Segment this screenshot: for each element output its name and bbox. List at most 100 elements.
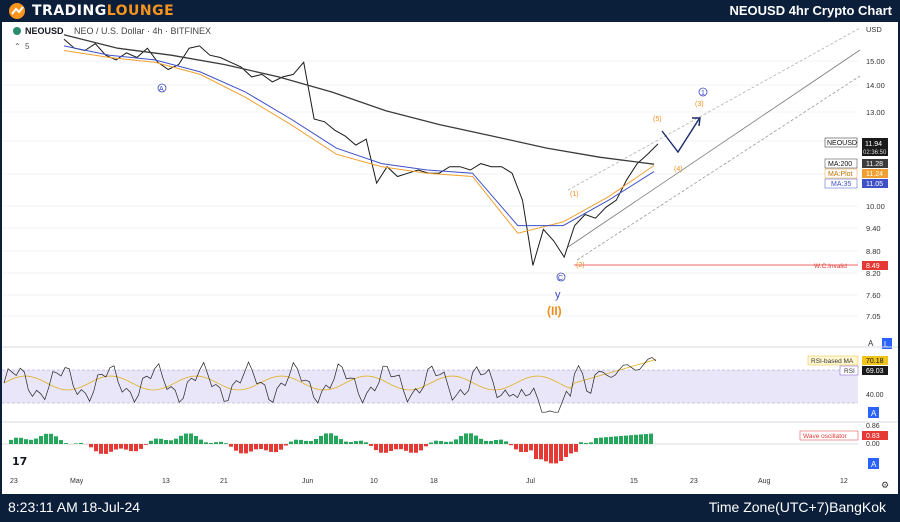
oscillator-bar [119,444,123,449]
chart-legend: NEOUSD NEO / U.S. Dollar · 4h · BITFINEX… [13,26,211,51]
oscillator-bar [609,436,613,444]
oscillator-bar [529,444,533,451]
oscillator-bar [319,435,323,444]
price-gridlines [2,60,858,317]
oscillator-bar [324,433,328,444]
osc-label: Wave oscillator [803,433,848,440]
oscillator-bar [619,436,623,444]
rsi-line [3,357,657,413]
oscillator-bar [424,444,428,447]
y-tick: 14.00 [866,81,885,90]
oscillator-bar [259,444,263,449]
oscillator-bar [179,435,183,444]
wave-5-label: (5) [653,116,662,123]
top-bar: TRADINGLOUNGE NEOUSD 4hr Crypto Chart [0,0,900,22]
x-tick: Aug [758,478,771,485]
oscillator-bar [184,433,188,444]
oscillator-bar [164,440,168,444]
y-tick: 7.60 [866,291,881,300]
oscillator-bar [174,438,178,444]
scale-auto-button[interactable]: A [868,339,874,348]
oscillator-bar [234,444,238,451]
oscillator-bar [224,443,228,444]
oscillator-bar [474,435,478,444]
series-line-neousd [63,38,659,266]
chart-canvas[interactable]: USD 15.00 14.00 13.00 10.00 9.40 8.80 8.… [2,22,898,494]
oscillator-bar [414,444,418,453]
oscillator-bar [434,440,438,444]
x-tick: 12 [840,478,848,485]
badge-last: 11.94 [865,141,882,148]
brand-logo: TRADINGLOUNGE [8,1,174,21]
page-title: NEOUSD 4hr Crypto Chart [729,3,892,18]
oscillator-bar [589,442,593,444]
oscillator-bar [189,433,193,444]
oscillator-bar [194,436,198,444]
chart-area[interactable]: USD 15.00 14.00 13.00 10.00 9.40 8.80 8.… [2,22,898,494]
x-tick: 10 [370,478,378,485]
bottom-bar: 8:23:11 AM 18-Jul-24 Time Zone(UTC+7)Ban… [0,494,900,522]
rsi-series-layer [3,357,657,413]
oscillator-bar [394,444,398,450]
legend-indicator-count[interactable]: 5 [25,42,30,51]
oscillator-bar [354,441,358,444]
x-tick: 13 [162,478,170,485]
oscillator-bar [254,444,258,450]
oscillator-bar [169,440,173,444]
oscillator-bar [439,441,443,444]
oscillator-bar [274,444,278,453]
oscillator-bar [39,436,43,444]
oscillator-bar [19,437,23,444]
y-tick: 7.05 [866,312,881,321]
oscillator-bar [634,434,638,444]
oscillator-bar [359,440,363,444]
legend-collapse-icon[interactable]: ⌃ [14,42,21,51]
oscillator-bar [44,433,48,444]
oscillator-bar [264,444,268,451]
rsi-band [2,370,858,403]
oscillator-bar [499,439,503,444]
oscillator-bar [599,437,603,444]
settings-gear-icon[interactable]: ⚙ [881,481,889,491]
oscillator-bar [584,443,588,444]
timezone-label: Time Zone(UTC+7)BangKok [708,499,886,515]
invalidation-label: W.C.Invalid [814,263,847,270]
time-axis: 23 May 13 21 Jun 10 18 Jul 15 23 Aug 12 [10,478,848,485]
oscillator-bar [624,435,628,444]
wave-1-circle-label: 1 [701,90,705,97]
axis-currency: USD [866,25,882,34]
price-axis: USD 15.00 14.00 13.00 10.00 9.40 8.80 8.… [866,25,885,321]
series-line-ma-200 [63,34,655,165]
badge-ma35-label: MA:35 [831,181,851,188]
oscillator-bar [24,439,28,444]
oscillator-panel: 0.86 0.00 Wave oscillator 0.83 A 17 [2,421,898,469]
brand-prefix: TRADING [32,3,107,19]
oscillator-bar [149,440,153,444]
oscillator-bar [404,444,408,451]
oscillator-bar [644,434,648,444]
oscillator-bar [384,444,388,453]
oscillator-bar [214,442,218,444]
oscillator-bar [114,444,118,450]
oscillator-bar [129,444,133,452]
rsi-ma-label: RSI-based MA [811,358,854,365]
oscillator-bar [74,443,78,444]
oscillator-bar [109,444,113,452]
badge-symbol: NEOUSD [827,140,857,147]
oscillator-bar [59,440,63,444]
x-tick: 21 [220,478,228,485]
oscillator-bar [379,444,383,453]
badge-ma35: 11.05 [866,181,883,188]
oscillator-bar [159,438,163,444]
oscillator-bar [604,437,608,444]
rsi-label: RSI [844,368,855,375]
oscillator-bar [134,444,138,452]
oscillator-bar [329,433,333,444]
logo-icon [9,3,25,19]
oscillator-bars-layer [9,433,653,464]
oscillator-bar [539,444,543,460]
scale-log-button[interactable]: L [884,340,889,349]
rsi-scale-auto-button[interactable]: A [871,409,877,418]
osc-scale-auto-button[interactable]: A [871,460,877,469]
oscillator-bar [569,444,573,454]
